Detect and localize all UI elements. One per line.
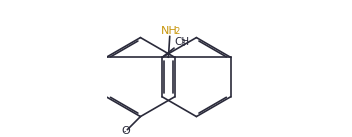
Text: 2: 2	[175, 27, 180, 36]
Text: O: O	[122, 126, 131, 136]
Text: NH: NH	[161, 26, 177, 36]
Text: 3: 3	[180, 39, 185, 48]
Text: CH: CH	[175, 37, 190, 47]
